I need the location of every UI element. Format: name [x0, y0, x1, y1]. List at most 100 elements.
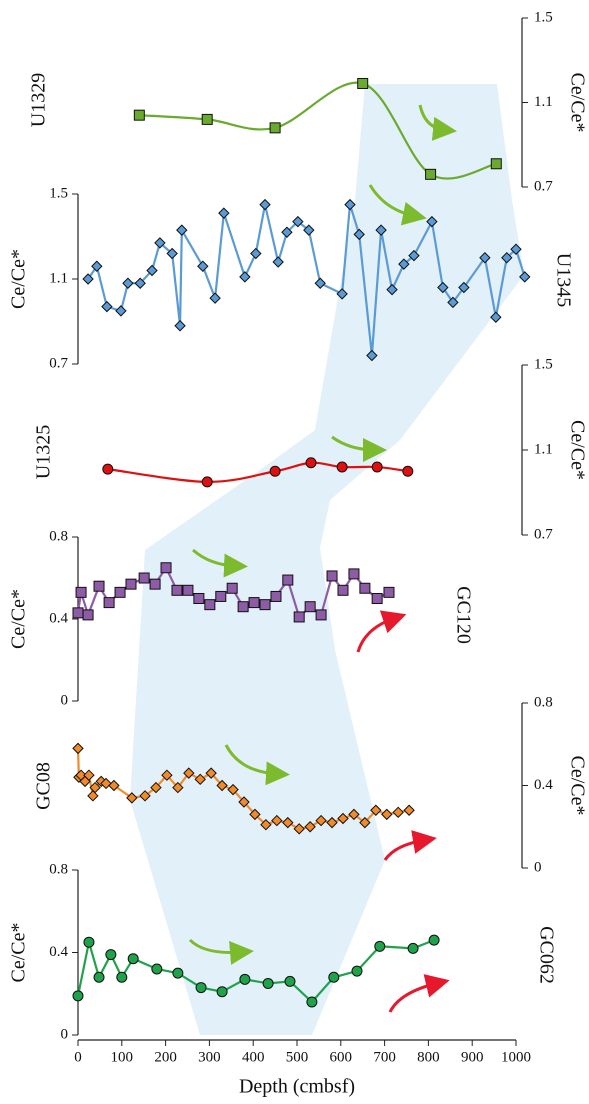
data-point	[171, 584, 183, 596]
data-point	[262, 977, 274, 989]
data-point	[293, 823, 305, 835]
data-point	[314, 277, 326, 289]
y-tick-label: 1.1	[534, 94, 553, 110]
data-point	[72, 742, 84, 755]
data-point	[101, 300, 113, 313]
data-point	[510, 243, 522, 255]
data-point	[259, 198, 271, 211]
y-tick-label: 1.5	[534, 9, 553, 25]
y-tick-label: 0	[61, 1026, 69, 1042]
data-point	[176, 224, 188, 236]
y-tick-label: 1.1	[534, 441, 553, 457]
data-point	[458, 281, 470, 294]
data-point	[271, 814, 283, 827]
data-point	[248, 597, 260, 609]
data-point	[105, 949, 117, 961]
data-point	[519, 271, 531, 283]
data-point	[197, 260, 209, 272]
data-point	[174, 320, 186, 332]
data-point	[336, 461, 348, 473]
data-point	[182, 584, 194, 596]
data-point	[133, 109, 145, 121]
data-point	[102, 463, 114, 475]
panel-label: U1325	[33, 425, 55, 479]
data-point	[201, 476, 213, 488]
data-point	[72, 607, 84, 619]
data-point	[398, 258, 410, 270]
data-point	[201, 113, 213, 125]
x-tick-label: 200	[154, 1049, 177, 1065]
data-point	[374, 940, 386, 952]
data-point	[193, 593, 205, 604]
data-point	[490, 311, 502, 323]
data-point	[501, 252, 513, 264]
data-point	[402, 465, 414, 477]
data-point	[154, 237, 166, 249]
data-point	[359, 816, 371, 829]
y-tick-label: 0.7	[534, 526, 553, 542]
data-point	[366, 349, 378, 362]
data-point	[381, 808, 393, 821]
x-tick-label: 100	[111, 1049, 134, 1065]
data-point	[408, 249, 420, 262]
x-tick-label: 900	[461, 1049, 484, 1065]
x-tick-label: 700	[373, 1049, 396, 1065]
x-tick-label: 1000	[501, 1049, 531, 1065]
y-tick-label: 0.4	[49, 610, 68, 626]
shaded-zone	[130, 84, 524, 1035]
data-point	[237, 601, 249, 613]
data-point	[315, 609, 327, 621]
data-point	[375, 224, 387, 236]
y-axis-label: Ce/Ce*	[566, 420, 588, 480]
data-point	[259, 599, 271, 611]
data-point	[183, 767, 195, 779]
data-point	[326, 816, 338, 829]
data-point	[293, 611, 305, 623]
data-point	[326, 570, 338, 582]
data-point	[238, 796, 250, 808]
data-point	[359, 582, 371, 594]
data-point	[490, 158, 502, 170]
data-point	[305, 457, 317, 469]
panel-label: GC08	[33, 762, 55, 810]
data-point	[282, 574, 294, 586]
data-point	[82, 273, 94, 285]
data-point	[407, 942, 419, 954]
data-point	[75, 586, 87, 598]
y-tick-label: 0	[534, 859, 542, 875]
data-point	[166, 247, 178, 260]
x-tick-label: 600	[330, 1049, 353, 1065]
x-axis-label: Depth (cmbsf)	[239, 1076, 355, 1098]
x-tick-label: 300	[198, 1049, 221, 1065]
data-point	[103, 597, 115, 609]
data-point	[249, 808, 261, 821]
data-point	[194, 773, 206, 786]
data-point	[260, 818, 272, 831]
data-point	[479, 252, 491, 264]
data-point	[209, 292, 221, 304]
data-point	[428, 934, 440, 946]
data-point	[151, 963, 163, 975]
data-point	[386, 283, 398, 296]
data-point	[426, 215, 438, 228]
y-tick-label: 1.5	[534, 356, 553, 372]
data-point	[353, 228, 365, 241]
y-tick-label: 0	[61, 692, 69, 708]
panel-label: GC062	[535, 926, 557, 984]
data-point	[146, 264, 158, 277]
data-point	[447, 296, 459, 309]
panel-label: GC120	[452, 586, 474, 644]
y-axis-label: Ce/Ce*	[566, 73, 588, 133]
data-point	[114, 586, 126, 598]
y-axis-label: Ce/Ce*	[566, 756, 588, 816]
data-point	[91, 260, 103, 272]
x-tick-label: 0	[74, 1049, 82, 1065]
data-point	[348, 808, 360, 821]
data-point	[348, 568, 360, 580]
data-point	[82, 609, 94, 621]
data-point	[126, 792, 138, 804]
data-point	[282, 816, 294, 829]
y-axis-label: Ce/Ce*	[8, 923, 30, 983]
data-point	[370, 804, 382, 816]
y-tick-label: 0.7	[534, 178, 553, 194]
